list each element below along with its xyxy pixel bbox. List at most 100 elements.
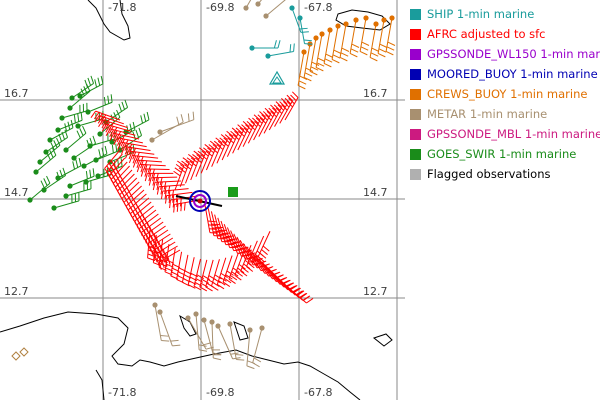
legend-label: METAR 1-min marine	[427, 107, 548, 121]
coastline-hispaniola	[87, 0, 131, 41]
wind-barb-afrc	[113, 137, 143, 148]
wind-barb-afrc	[220, 220, 238, 249]
latitude-label: 12.7	[4, 285, 29, 298]
legend-label: Flagged observations	[427, 167, 551, 181]
wind-barb-ship	[249, 40, 281, 51]
wind-barb-goes-swir	[71, 135, 97, 161]
wind-barb-afrc	[101, 123, 132, 135]
wind-barb-goes-swir	[33, 147, 57, 175]
grid	[0, 0, 405, 400]
wind-barb-crews-buoy	[369, 21, 380, 62]
wind-barb-crews-buoy	[339, 21, 350, 62]
wind-barb-afrc	[222, 255, 234, 287]
wind-barb-goes-swir	[59, 102, 88, 121]
wind-barb-ship	[289, 5, 309, 33]
longitude-label: -67.8	[304, 1, 332, 14]
wind-barb-crews-buoy	[385, 15, 396, 56]
wind-barb-afrc	[117, 141, 147, 152]
wind-barb-metar	[157, 111, 195, 135]
wind-barb-goes-swir	[27, 175, 51, 203]
wind-barb-afrc	[278, 278, 307, 299]
wind-barb-crews-buoy	[309, 35, 320, 76]
wind-barb-afrc	[98, 119, 128, 131]
wind-barb-crews-buoy	[349, 17, 360, 58]
longitude-label: -71.8	[108, 1, 136, 14]
legend-swatch	[410, 149, 421, 160]
wind-barb-goes-swir	[85, 94, 113, 115]
wind-barb-goes-swir	[77, 75, 104, 99]
wind-barb-metar	[263, 0, 286, 19]
wind-barb-afrc	[271, 271, 299, 293]
wind-barb-afrc	[284, 284, 314, 304]
wind-barb-afrc	[144, 172, 174, 182]
wind-barb-metar	[185, 315, 214, 350]
wind-barb-afrc	[105, 128, 136, 139]
wind-barb-afrc	[90, 110, 121, 122]
latitude-label: 16.7	[363, 87, 388, 100]
axis-labels: -71.8 -69.8 -67.8 -71.8 -69.8 -67.8 16.7…	[4, 1, 388, 399]
legend-swatch	[410, 49, 421, 60]
wind-barb-afrc	[205, 259, 216, 292]
wind-barb-afrc	[214, 214, 230, 243]
latitude-label: 12.7	[363, 285, 388, 298]
wind-barb-goes-swir	[55, 112, 83, 133]
legend-swatch	[410, 109, 421, 120]
wind-barb-metar	[227, 321, 245, 361]
wind-barb-metar	[157, 309, 181, 347]
latitude-label: 14.7	[363, 186, 388, 199]
wind-barb-afrc	[199, 259, 210, 292]
wind-barb-afrc	[136, 209, 157, 233]
wind-barb-crews-buoy	[359, 15, 370, 56]
coastline-margarita	[372, 333, 393, 347]
longitude-label: -71.8	[108, 386, 136, 399]
legend-swatch	[410, 29, 421, 40]
legend-label: GPSSONDE_MBL 1-min marine	[427, 127, 600, 141]
wind-barb-afrc	[178, 157, 190, 187]
wind-barb-goes-swir	[63, 180, 92, 199]
legend-swatch	[410, 169, 421, 180]
coastline-south-america	[0, 311, 361, 400]
observation-layer-metar	[149, 0, 286, 370]
legend-swatch	[410, 129, 421, 140]
wind-barb-goes-swir	[51, 192, 80, 211]
wind-barb-metar	[252, 325, 265, 368]
latitude-label: 14.7	[4, 186, 29, 199]
wind-barb-afrc	[160, 188, 189, 200]
wind-barb-goes-swir	[37, 137, 61, 165]
wind-barb-afrc	[217, 217, 234, 246]
wind-barb-afrc	[284, 91, 299, 121]
wind-barb-afrc	[176, 251, 187, 284]
wind-barb-afrc	[148, 176, 178, 186]
storm-center-marker	[175, 190, 223, 212]
wind-barb-metar	[152, 302, 170, 342]
legend-label: MOORED_BUOY 1-min marine	[427, 67, 598, 81]
wind-barb-afrc	[184, 153, 196, 184]
wind-barb-afrc	[173, 160, 185, 191]
wind-barb-metar	[209, 319, 222, 361]
legend-swatch	[410, 69, 421, 80]
wind-barb-afrc	[211, 259, 222, 291]
legend-swatch	[410, 9, 421, 20]
wind-barb-afrc	[268, 101, 283, 131]
wind-barb-metar	[255, 0, 263, 7]
wind-barb-afrc	[189, 150, 201, 181]
wind-barb-afrc	[275, 275, 303, 296]
wind-barb-metar	[149, 114, 184, 143]
wind-barb-metar	[243, 0, 252, 11]
legend-label: AFRC adjusted to sfc	[427, 27, 546, 41]
storm-center-dot	[197, 198, 203, 204]
observation-layer-afrc	[90, 91, 314, 304]
wind-barb-metar	[246, 327, 255, 370]
wind-barb-crews-buoy	[331, 23, 342, 64]
wind-barb-crews-buoy	[323, 27, 334, 68]
legend-label: SHIP 1-min marine	[427, 7, 535, 21]
wind-barb-goes-swir	[67, 168, 95, 189]
coastlines	[0, 0, 393, 400]
legend-label: GOES_SWIR 1-min marine	[427, 147, 577, 161]
wind-barb-goes-swir	[63, 125, 87, 153]
coastline-puerto-rico	[335, 9, 391, 31]
wind-barb-afrc	[94, 115, 124, 126]
wind-barb-ship	[297, 15, 313, 45]
wind-barb-metar	[193, 311, 208, 352]
wind-barb-afrc	[158, 249, 181, 270]
